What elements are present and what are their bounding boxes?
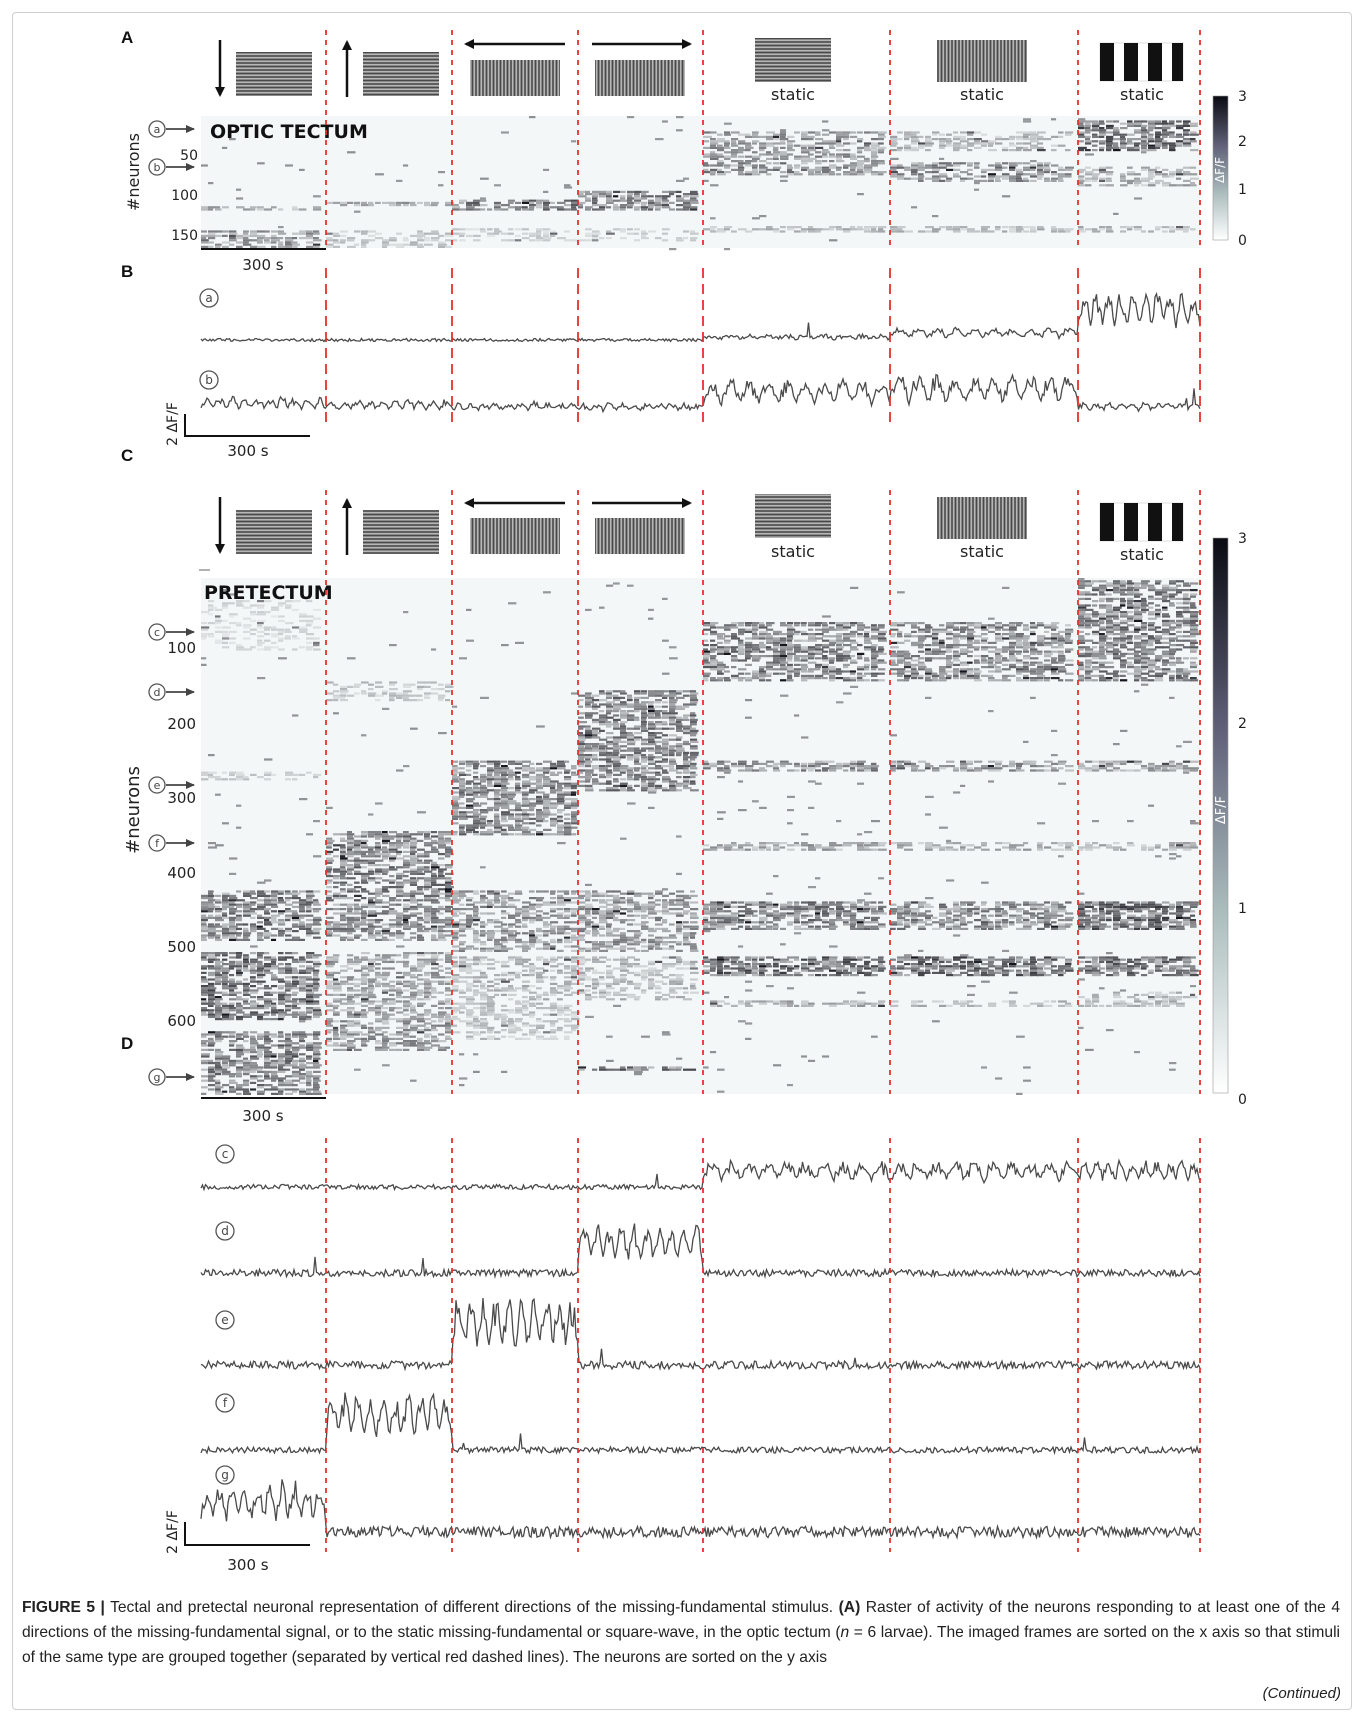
caption-continued: (Continued) [1262,1685,1341,1702]
colorbar-a: 3 2 1 0 ΔF/F [1212,89,1247,249]
grating-horizontal-icon [236,52,312,96]
y-tick: 50 [180,148,198,164]
colorbar-label: ΔF/F [1213,157,1227,183]
square-wave-static-icon [1099,42,1184,82]
panel-label-b: B [121,262,134,281]
stimulus-dividers [325,30,1201,1552]
region-label-pretectum: PRETECTUM [204,582,333,604]
trace-label-a: a [199,288,219,308]
grating-vertical-icon [595,60,685,96]
raster-optic-tectum [201,116,1200,251]
grating-horizontal-icon [363,510,439,554]
static-label: static [771,85,815,104]
y-tick: 500 [167,938,196,956]
trace-label-f: f [215,1393,235,1413]
grating-vertical-static-icon [937,497,1027,539]
colorbar-c: 3 2 1 0 ΔF/F [1212,531,1247,1108]
scale-bar-d: 2 ΔF/F 300 s [165,1510,310,1574]
raster-pretectum [201,578,1200,1095]
trace-label-d: d [215,1221,235,1241]
neuron-marker-a: a [148,120,195,138]
y-tick: 150 [171,228,198,244]
caption-text-2: = 6 larvae). The imaged frames are sorte… [22,1624,1340,1666]
caption-n: n [840,1624,850,1641]
y-tick: 100 [167,639,196,657]
neuron-marker-g: g [148,1068,195,1086]
caption-text-1: Raster of activity of the neurons respon… [22,1599,1340,1641]
trace-label-c: c [215,1144,235,1164]
svg-text:b: b [205,373,213,387]
neuron-marker-e: e [148,776,195,794]
static-label: static [960,542,1004,561]
neuron-marker-b: b [148,158,195,176]
square-wave-static-icon [1099,502,1184,542]
y-tick: 100 [171,188,198,204]
svg-text:2: 2 [1238,134,1247,150]
svg-text:a: a [205,291,212,305]
scale-bar-a: 300 s [201,248,326,274]
grating-vertical-icon [595,518,685,554]
y-axis-label: #neurons [123,766,144,854]
page-frame [12,12,1352,1710]
svg-text:300 s: 300 s [242,256,283,274]
trace-label-b: b [199,370,219,390]
trace-label-e: e [215,1310,235,1330]
grating-vertical-static-icon [937,40,1027,82]
colorbar-label: ΔF/F [1214,796,1229,824]
grating-vertical-icon [470,60,560,96]
grating-horizontal-icon [363,52,439,96]
neuron-marker-f: f [148,834,195,852]
svg-text:1: 1 [1238,182,1247,198]
stimulus-row-a: static static static [215,38,1184,104]
static-label: static [1120,545,1164,564]
caption-figure-label: FIGURE 5 | [22,1599,105,1616]
grating-horizontal-icon [236,510,312,554]
scale-bar-c: 300 s [201,1097,326,1125]
neuron-marker-c: c [148,623,195,641]
svg-text:a: a [154,123,161,136]
static-label: static [960,85,1004,104]
caption-title: Tectal and pretectal neuronal representa… [110,1599,834,1616]
figure-graphic: static static static OPTIC TECTUM #neuro… [123,30,1247,1574]
traces-panel-d [200,1158,1201,1540]
svg-text:300 s: 300 s [227,442,268,460]
panel-label-c: C [121,446,134,465]
svg-text:2 ΔF/F: 2 ΔF/F [165,402,181,446]
grating-horizontal-static-icon [755,494,831,538]
y-tick: 400 [167,864,196,882]
y-axis-label: #neurons [124,133,143,211]
neuron-marker-d: d [148,683,195,701]
panel-label-a: A [121,28,134,47]
y-tick: 600 [167,1012,196,1030]
grating-vertical-icon [470,518,560,554]
svg-text:3: 3 [1238,89,1247,105]
panel-label-d: D [121,1034,134,1053]
y-tick: 200 [167,715,196,733]
svg-text:b: b [154,161,161,174]
svg-text:0: 0 [1238,233,1247,249]
scale-bar-b: 2 ΔF/F 300 s [165,402,310,460]
caption-panel-ref: (A) [838,1599,861,1616]
figure-caption: FIGURE 5 | Tectal and pretectal neuronal… [22,1595,1340,1670]
static-label: static [1120,85,1164,104]
stimulus-row-c: static static static [215,494,1184,564]
static-label: static [771,542,815,561]
traces-panel-b [200,291,1201,414]
region-label-optic-tectum: OPTIC TECTUM [210,121,368,143]
y-tick: 300 [167,789,196,807]
grating-horizontal-static-icon [755,38,831,82]
trace-label-g: g [215,1465,235,1485]
